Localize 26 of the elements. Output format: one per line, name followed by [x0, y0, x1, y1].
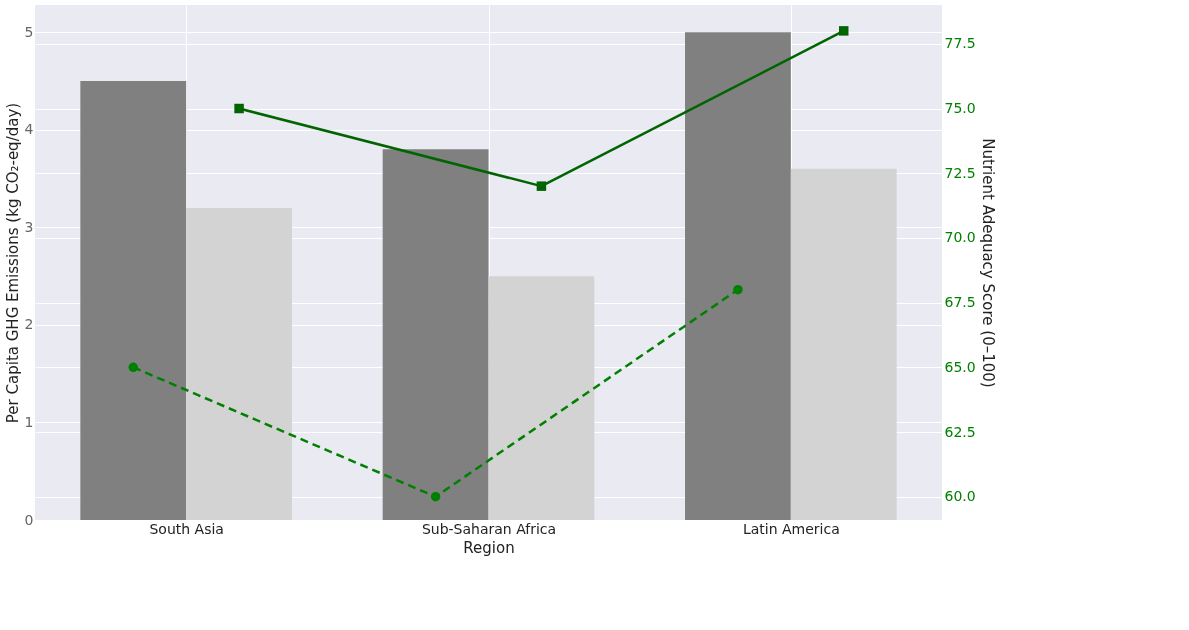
y2-tick-label: 75.0 [944, 100, 976, 117]
y2-tick-label: 72.5 [944, 164, 976, 181]
y2-tick-label: 77.5 [944, 35, 976, 52]
bar [186, 207, 292, 520]
bar [790, 168, 897, 520]
y-tick-label: 2 [24, 316, 34, 333]
x-tick-label: South Asia [149, 520, 224, 537]
bar [685, 32, 791, 520]
y-axis-title: Per Capita GHG Emissions (kg CO₂-eq/day) [3, 102, 22, 424]
y-tick-label: 0 [24, 511, 34, 528]
y2-tick-label: 62.5 [944, 423, 976, 440]
bar [80, 81, 187, 520]
y2-tick-label: 67.5 [944, 294, 976, 311]
y2-axis-title: Nutrient Adequacy Score (0–100) [978, 138, 997, 388]
y2-tick-label: 60.0 [944, 488, 976, 505]
y-tick-label: 1 [24, 413, 34, 430]
y-tick-label: 3 [24, 218, 34, 235]
bar [488, 276, 595, 520]
x-tick-label: Latin America [742, 520, 840, 537]
y2-tick-label: 70.0 [944, 229, 976, 246]
y-tick-label: 5 [24, 23, 34, 40]
y2-tick-label: 65.0 [944, 358, 976, 375]
x-axis-title: Region [463, 538, 515, 557]
y-tick-label: 4 [24, 121, 34, 138]
bar [382, 149, 489, 520]
x-tick-label: Sub-Saharan Africa [421, 520, 557, 537]
